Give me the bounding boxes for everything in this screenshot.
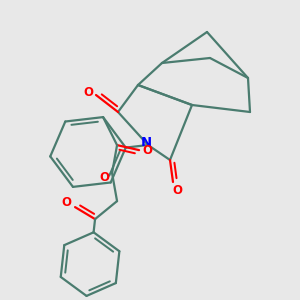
Text: N: N	[140, 136, 152, 149]
Text: O: O	[61, 196, 71, 208]
Text: O: O	[83, 86, 93, 100]
Text: O: O	[172, 184, 182, 196]
Text: O: O	[142, 144, 152, 157]
Text: O: O	[99, 171, 109, 184]
